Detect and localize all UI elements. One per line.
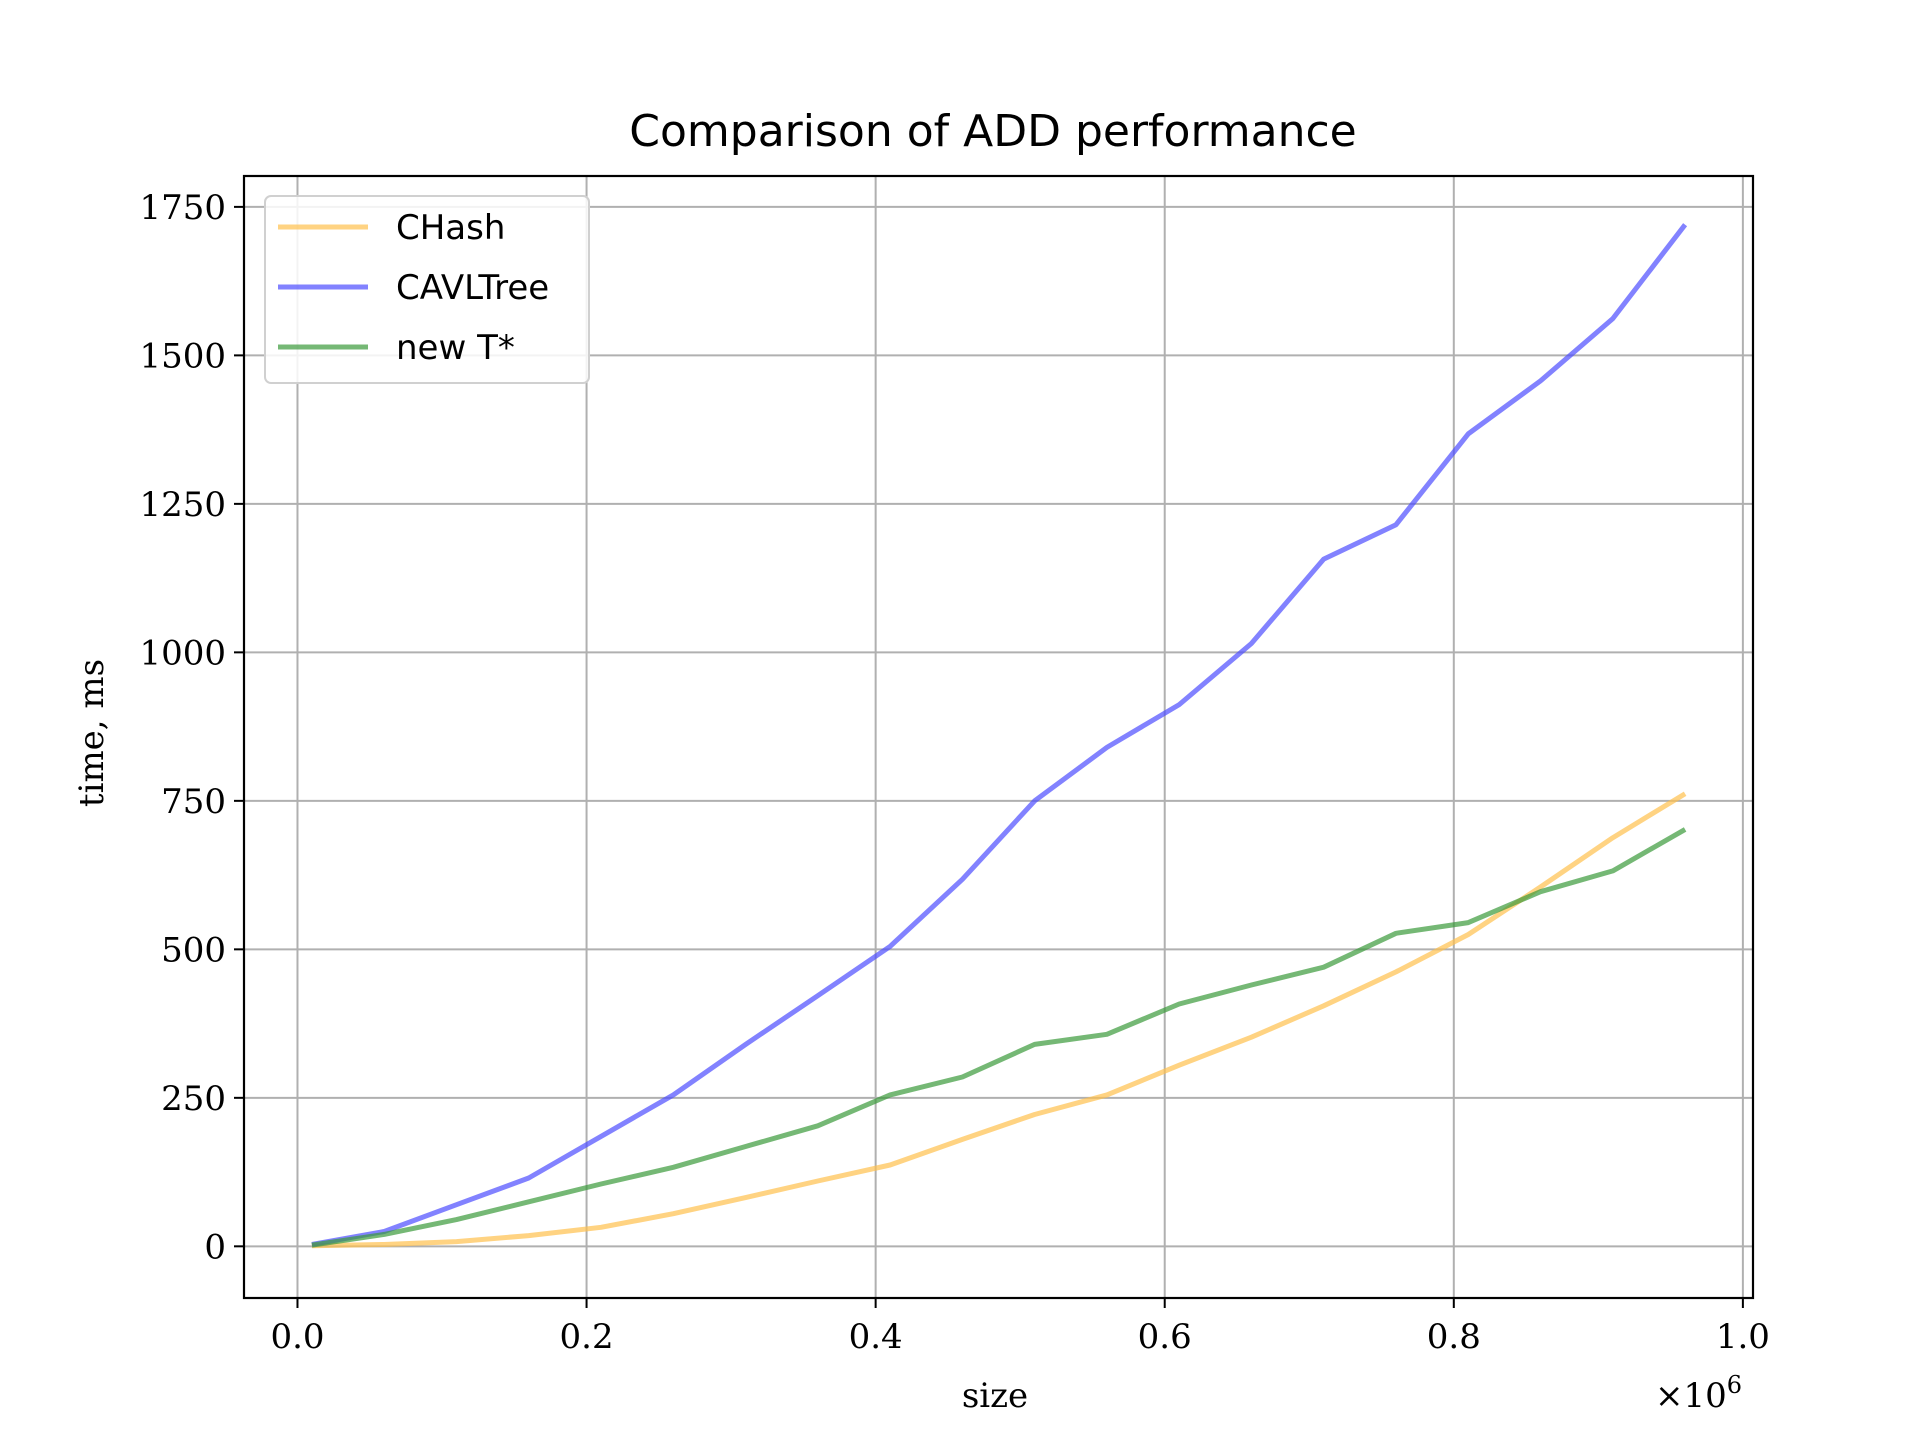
x-multiplier-exponent: 6 [1727,1371,1742,1399]
x-tick-label: 0.8 [1427,1317,1481,1357]
y-tick-label: 750 [161,782,226,822]
x-axis-multiplier: ×106 [1655,1371,1742,1416]
grid [244,176,1753,1298]
series-line-new-t [311,827,1687,1248]
legend-label-chash: CHash [396,208,505,248]
series-line-chash [311,791,1687,1249]
y-tick-label: 250 [161,1079,226,1119]
x-tick-label: 0.0 [270,1317,324,1357]
y-axis-label: time, ms [72,659,112,807]
y-tick-label: 1500 [139,336,226,376]
y-tick-label: 1250 [139,485,226,525]
x-tick-label: 0.2 [560,1317,614,1357]
series-line-cavltree [311,223,1688,1247]
legend-box [264,195,590,384]
data-series [311,223,1688,1249]
y-tick-label: 1000 [139,633,226,673]
x-axis-label: size [962,1376,1028,1416]
y-tick-label: 1750 [139,188,226,228]
axis-ticks: 0.0 0.2 0.4 0.6 0.8 1.0 0 250 500 750 1000 1250 1500… [139,188,1769,1357]
plot-frame [242,174,1755,1300]
chart-title: Comparison of ADD performance [629,106,1356,157]
x-tick-label: 0.4 [849,1317,903,1357]
x-multiplier-base: ×10 [1655,1376,1727,1416]
legend-label-cavltree: CAVLTree [396,268,549,308]
legend-label-new-t: new T* [396,328,515,368]
x-tick-label: 1.0 [1716,1317,1770,1357]
legend: CHash CAVLTree new T* [264,195,590,384]
x-tick-label: 0.6 [1138,1317,1192,1357]
y-tick-label: 0 [204,1227,226,1267]
y-tick-label: 500 [161,930,226,970]
